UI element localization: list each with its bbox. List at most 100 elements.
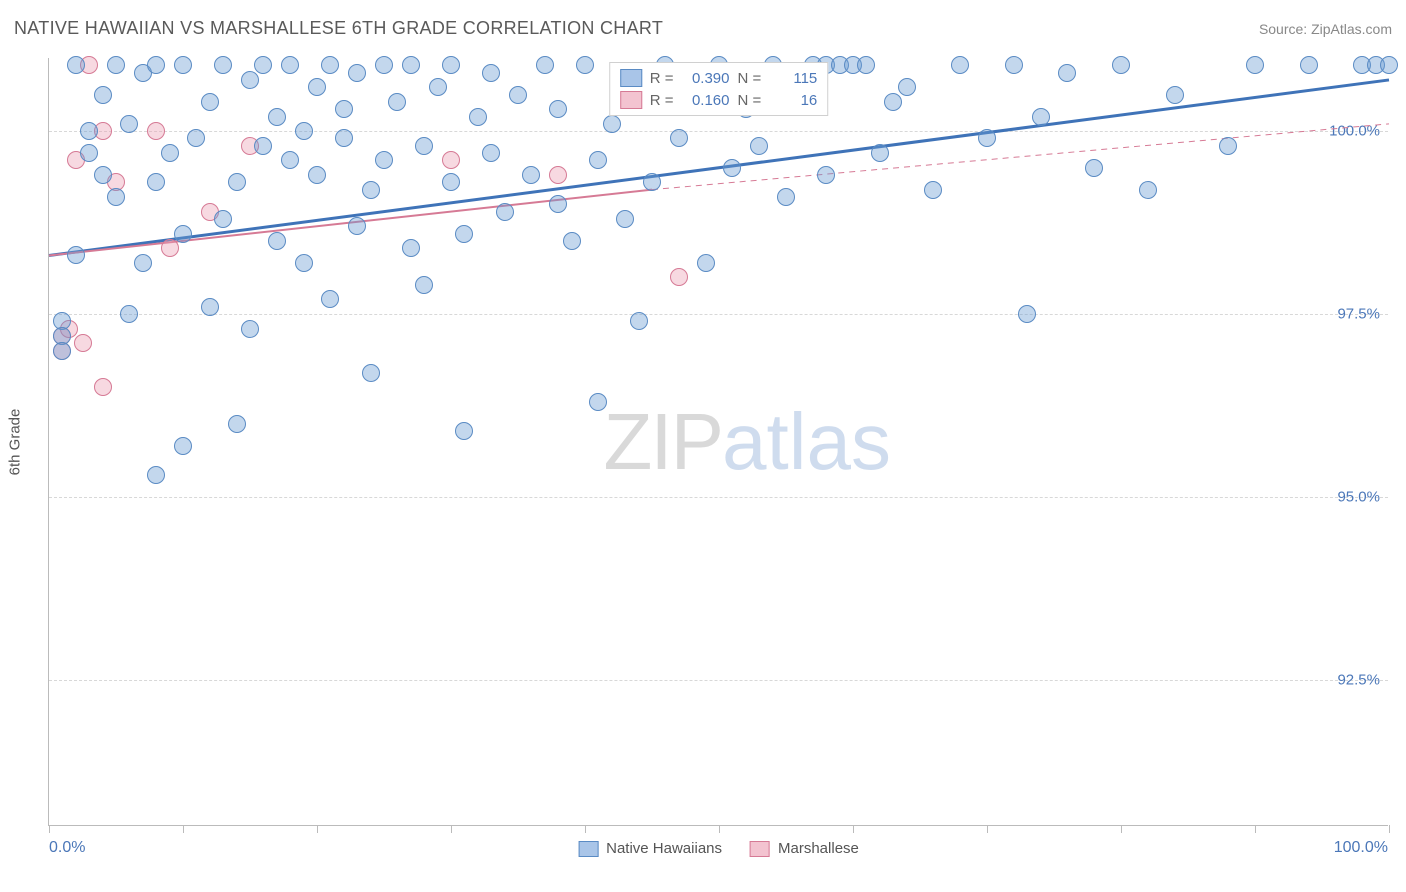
xtick	[853, 825, 854, 833]
hawaiian-point	[214, 210, 232, 228]
stats-row-marshallese: R = 0.160 N = 16	[620, 89, 818, 111]
hawaiian-point	[536, 56, 554, 74]
hawaiian-point	[857, 56, 875, 74]
hawaiian-point	[187, 129, 205, 147]
hawaiian-point	[281, 56, 299, 74]
hawaiian-point	[362, 181, 380, 199]
marshallese-point	[670, 268, 688, 286]
hawaiian-point	[388, 93, 406, 111]
hawaiian-point	[254, 137, 272, 155]
hawaiian-point	[134, 254, 152, 272]
hawaiian-point	[94, 86, 112, 104]
marshallese-point	[442, 151, 460, 169]
hawaiian-point	[1139, 181, 1157, 199]
hawaiian-point	[978, 129, 996, 147]
hawaiian-point	[375, 151, 393, 169]
hawaiian-point	[80, 144, 98, 162]
hawaiian-point	[1032, 108, 1050, 126]
hawaiian-point	[1300, 56, 1318, 74]
hawaiian-point	[589, 151, 607, 169]
marshallese-point	[161, 239, 179, 257]
marshallese-point	[549, 166, 567, 184]
chart-title: NATIVE HAWAIIAN VS MARSHALLESE 6TH GRADE…	[14, 18, 663, 39]
hawaiian-point	[174, 437, 192, 455]
xtick	[451, 825, 452, 833]
hawaiian-point	[563, 232, 581, 250]
xtick	[987, 825, 988, 833]
hawaiian-point	[1085, 159, 1103, 177]
legend-item-marshallese: Marshallese	[750, 840, 859, 857]
hawaiian-point	[898, 78, 916, 96]
swatch-marshallese	[620, 91, 642, 109]
hawaiian-point	[214, 56, 232, 74]
hawaiian-point	[107, 56, 125, 74]
hawaiian-point	[402, 239, 420, 257]
hawaiian-point	[362, 364, 380, 382]
hawaiian-point	[1005, 56, 1023, 74]
hawaiian-point	[201, 298, 219, 316]
hawaiian-point	[161, 144, 179, 162]
legend-swatch-hawaiian	[578, 841, 598, 857]
hawaiian-point	[308, 166, 326, 184]
hawaiian-point	[228, 415, 246, 433]
marshallese-point	[147, 122, 165, 140]
xtick	[719, 825, 720, 833]
hawaiian-point	[496, 203, 514, 221]
hawaiian-point	[348, 64, 366, 82]
hawaiian-point	[268, 108, 286, 126]
hawaiian-point	[951, 56, 969, 74]
hawaiian-point	[884, 93, 902, 111]
hawaiian-point	[241, 71, 259, 89]
hawaiian-point	[147, 56, 165, 74]
hawaiian-point	[268, 232, 286, 250]
source-label: Source: ZipAtlas.com	[1259, 21, 1392, 37]
hawaiian-point	[321, 290, 339, 308]
hawaiian-point	[603, 115, 621, 133]
hawaiian-point	[254, 56, 272, 74]
stats-box: R = 0.390 N = 115 R = 0.160 N = 16	[609, 62, 829, 116]
hawaiian-point	[80, 122, 98, 140]
hawaiian-point	[482, 64, 500, 82]
hawaiian-point	[1246, 56, 1264, 74]
marshallese-point	[74, 334, 92, 352]
xtick	[183, 825, 184, 833]
hawaiian-point	[442, 173, 460, 191]
legend-swatch-marshallese	[750, 841, 770, 857]
hawaiian-point	[469, 108, 487, 126]
hawaiian-point	[871, 144, 889, 162]
trendlines-svg	[49, 58, 1388, 825]
hawaiian-point	[174, 56, 192, 74]
hawaiian-point	[777, 188, 795, 206]
hawaiian-point	[630, 312, 648, 330]
hawaiian-point	[295, 122, 313, 140]
hawaiian-point	[670, 129, 688, 147]
xaxis-min-label: 0.0%	[49, 839, 85, 857]
xtick	[1121, 825, 1122, 833]
bottom-legend: Native Hawaiians Marshallese	[578, 840, 859, 857]
hawaiian-point	[174, 225, 192, 243]
hawaiian-point	[348, 217, 366, 235]
hawaiian-point	[335, 100, 353, 118]
hawaiian-point	[335, 129, 353, 147]
hawaiian-point	[643, 173, 661, 191]
hawaiian-point	[1380, 56, 1398, 74]
hawaiian-point	[616, 210, 634, 228]
hawaiian-point	[1112, 56, 1130, 74]
hawaiian-point	[482, 144, 500, 162]
hawaiian-point	[589, 393, 607, 411]
hawaiian-point	[697, 254, 715, 272]
hawaiian-point	[429, 78, 447, 96]
hawaiian-point	[442, 56, 460, 74]
hawaiian-point	[415, 137, 433, 155]
hawaiian-point	[107, 188, 125, 206]
legend-item-hawaiian: Native Hawaiians	[578, 840, 722, 857]
marshallese-point	[94, 378, 112, 396]
xtick	[49, 825, 50, 833]
hawaiian-point	[1018, 305, 1036, 323]
hawaiian-point	[723, 159, 741, 177]
hawaiian-point	[549, 195, 567, 213]
hawaiian-point	[924, 181, 942, 199]
hawaiian-point	[1219, 137, 1237, 155]
hawaiian-point	[321, 56, 339, 74]
hawaiian-point	[228, 173, 246, 191]
